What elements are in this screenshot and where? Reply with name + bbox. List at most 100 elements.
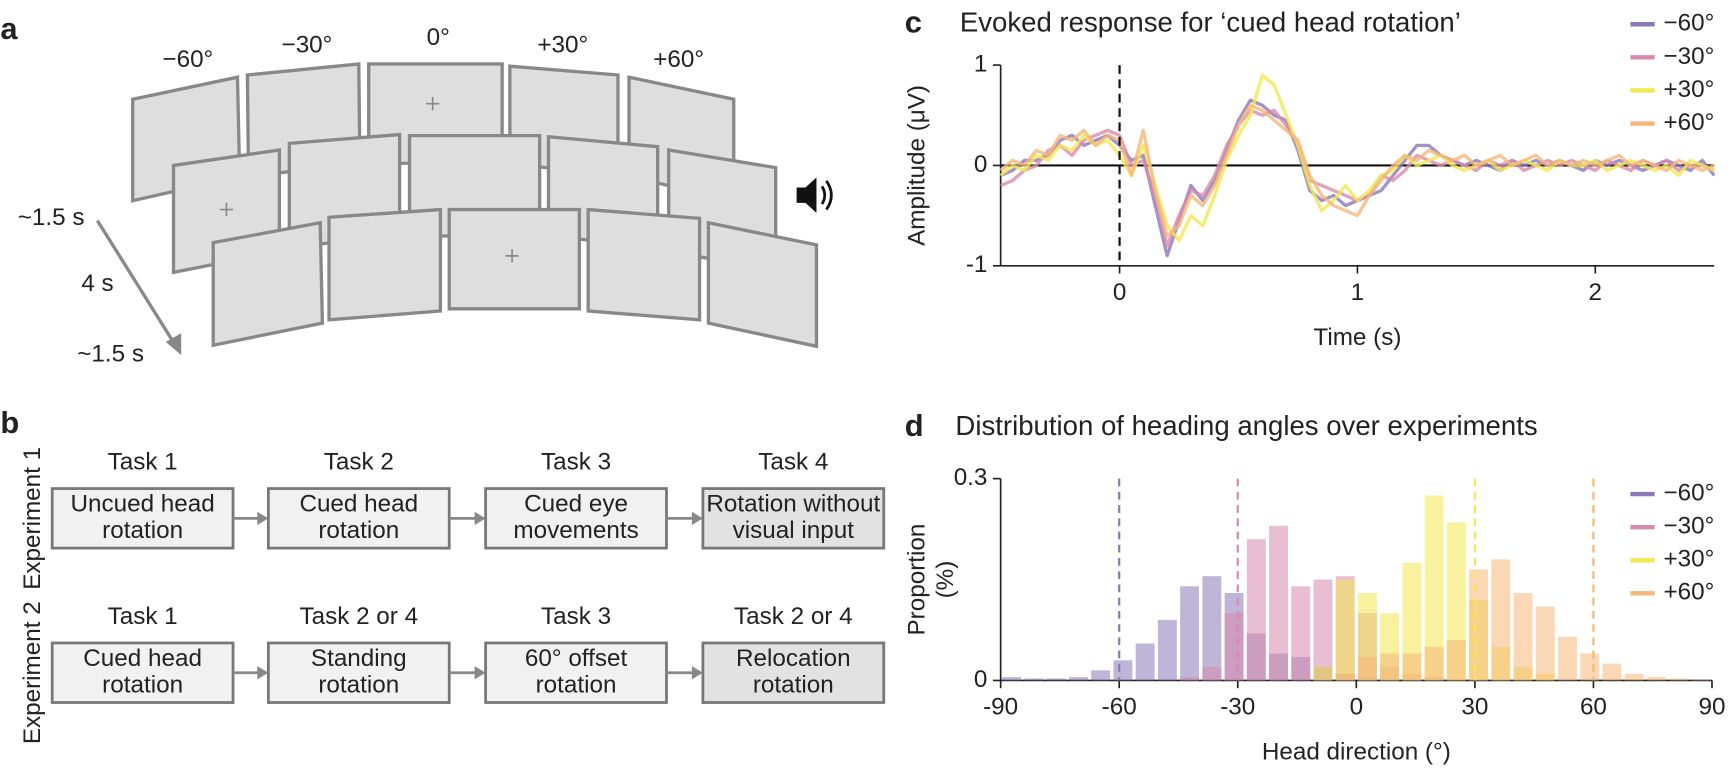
angle-label: 0° [427, 24, 450, 51]
hist-bar [1313, 579, 1333, 681]
y-tick-label: 0.3 [954, 464, 988, 491]
y-tick-label: -1 [966, 251, 988, 278]
task-box [266, 487, 451, 550]
angle-label: −60° [162, 46, 213, 73]
timing-label: ~1.5 s [18, 204, 85, 231]
hist-bar [1558, 636, 1577, 681]
arrow-head [474, 666, 486, 680]
experiment-label: Experiment 2 [19, 601, 46, 744]
arrow-head [474, 511, 486, 525]
hist-bar [1046, 678, 1066, 681]
hist-bar [1313, 667, 1333, 681]
task-text: rotation [536, 671, 617, 698]
task-box [701, 641, 886, 704]
arrow-head [257, 666, 269, 680]
task-text: Cued head [83, 645, 202, 672]
hist-bar [1180, 586, 1200, 681]
hist-bar [1269, 525, 1288, 681]
speaker-icon [796, 177, 833, 213]
y-tick-label: 0 [974, 666, 987, 693]
panel-a-screens [96, 62, 833, 356]
fixation-cross [219, 97, 519, 263]
hist-bar [1402, 562, 1422, 681]
legend-label: −30° [1663, 43, 1714, 70]
x-tick-label: -60 [1102, 693, 1137, 720]
task-title: Task 2 or 4 [299, 603, 418, 630]
hist-bar [1091, 670, 1111, 681]
hist-bar [1469, 569, 1489, 681]
arrow-head [165, 333, 182, 356]
task-title: Task 2 [324, 449, 394, 476]
hist-bar [1224, 613, 1244, 681]
panel-label: d [905, 408, 924, 443]
hist-bar [1068, 677, 1088, 681]
task-box [50, 641, 235, 704]
hist-bar [1157, 619, 1177, 681]
task-text: Uncued head [70, 491, 214, 518]
x-axis-label: Head direction (°) [1262, 739, 1451, 766]
hist-bar [1113, 660, 1133, 681]
hist-bar [1424, 646, 1444, 681]
hist-bar [1180, 677, 1200, 681]
hist-bar [1024, 678, 1044, 681]
x-tick-label: 90 [1699, 693, 1726, 720]
task-text: rotation [102, 671, 183, 698]
x-tick-label: 60 [1580, 693, 1607, 720]
task-text: movements [513, 517, 638, 544]
time-arrow [96, 219, 177, 345]
y-tick-label: 0 [974, 151, 987, 178]
task-title: Task 1 [108, 449, 178, 476]
arrow-head [691, 666, 703, 680]
y-axis-label: Proportion [903, 524, 930, 636]
hist-bar [1691, 679, 1711, 681]
hist-bar [1002, 677, 1022, 681]
hist-bar [1335, 579, 1355, 681]
task-title: Task 1 [108, 603, 178, 630]
task-box [701, 487, 886, 550]
task-text: visual input [733, 517, 855, 544]
experiment-label: Experiment 1 [19, 447, 46, 590]
legend-label: −60° [1663, 479, 1714, 506]
legend-label: −60° [1663, 10, 1714, 37]
hist-bar [1135, 643, 1155, 681]
x-tick-label: 0 [1350, 693, 1364, 720]
hist-bar [1424, 495, 1444, 681]
x-tick-label: 30 [1461, 693, 1488, 720]
x-tick-label: 1 [1351, 279, 1365, 306]
series-line [1000, 98, 1716, 258]
hist-bar [1402, 653, 1422, 681]
hist-bar [1580, 653, 1600, 681]
arrow-head [257, 511, 269, 525]
legend-label: +30° [1663, 76, 1714, 103]
legend-label: +30° [1663, 546, 1714, 573]
hist-bar [1535, 606, 1555, 681]
y-tick-label: 1 [974, 50, 987, 77]
y-axis-label: Amplitude (μV) [903, 85, 930, 246]
task-text: 60° offset [525, 645, 628, 672]
angle-label: +60° [653, 46, 704, 73]
x-tick-label: 2 [1589, 279, 1603, 306]
task-title: Task 4 [758, 449, 828, 476]
legend-label: −30° [1663, 513, 1714, 540]
task-text: Cued eye [524, 491, 628, 518]
task-box [266, 641, 451, 704]
task-text: rotation [102, 517, 183, 544]
hist-bar [1202, 576, 1222, 681]
task-title: Task 2 or 4 [734, 603, 853, 630]
task-text: rotation [753, 671, 834, 698]
screen [706, 220, 819, 349]
panel-label: c [905, 4, 922, 39]
x-tick-label: -30 [1220, 693, 1255, 720]
task-text: rotation [318, 517, 399, 544]
series-line [1000, 108, 1715, 248]
angle-label: +30° [537, 32, 588, 59]
panel-label: a [0, 11, 18, 46]
hist-bar [1491, 559, 1511, 681]
chart-title: Evoked response for ‘cued head rotation’ [960, 7, 1461, 38]
hist-bar [1335, 673, 1355, 681]
x-axis-label: Time (s) [1313, 324, 1401, 351]
chart-title: Distribution of heading angles over expe… [955, 410, 1537, 441]
task-box [50, 487, 235, 550]
